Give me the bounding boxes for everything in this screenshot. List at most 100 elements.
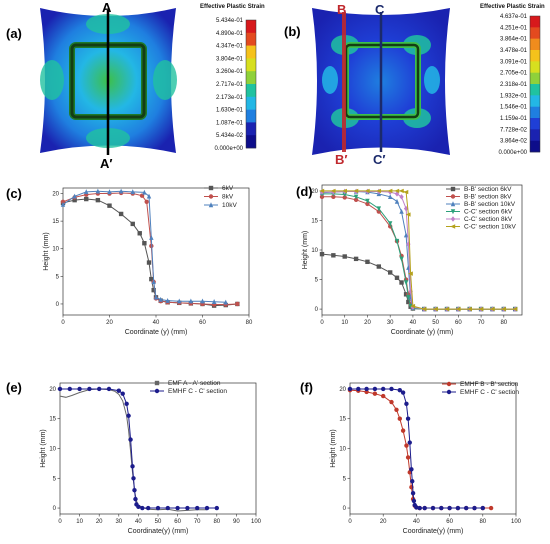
legend-label: B-B' section 10kV <box>464 201 516 208</box>
colorbar-tick-label: 3.864e-01 <box>500 37 528 43</box>
panel-b: (b) B B′ C C′ Effective Plastic Strain 4… <box>284 2 545 167</box>
data-point <box>397 387 402 393</box>
data-point <box>399 208 404 214</box>
legend-label: 10kV <box>222 202 237 209</box>
colorbar-swatch <box>530 95 540 107</box>
data-point <box>235 301 240 307</box>
panel-c-label: (c) <box>6 186 22 201</box>
series-line <box>60 388 217 509</box>
data-point <box>403 232 409 238</box>
colorbar-tick-label: 0.000e+00 <box>498 150 527 156</box>
data-point <box>400 428 406 433</box>
data-point <box>146 505 151 511</box>
y-tick-label: 20 <box>52 192 59 198</box>
data-point <box>208 202 214 208</box>
data-point <box>400 390 406 395</box>
data-point <box>394 275 400 280</box>
data-point <box>154 380 160 386</box>
plot-frame <box>59 382 257 515</box>
x-axis-label: Coordinate(y) (mm) <box>128 528 189 535</box>
colorbar-swatch <box>246 84 256 98</box>
data-point <box>432 306 438 312</box>
legend-label: C-C' section 8kV <box>464 216 513 223</box>
colorbar-b: 4.637e-01 4.251e-01 3.864e-01 3.478e-01 3.09… <box>498 14 541 156</box>
x-tick-label: 70 <box>194 519 201 525</box>
data-point <box>403 280 409 286</box>
data-point <box>364 386 369 392</box>
data-point <box>450 216 456 222</box>
data-point <box>447 505 452 511</box>
data-point <box>450 209 456 215</box>
data-point <box>365 198 370 204</box>
y-tick-label: 0 <box>315 307 319 313</box>
data-point <box>403 292 409 297</box>
colorbar-swatch <box>530 38 540 51</box>
colorbar-swatch <box>530 140 540 153</box>
data-point <box>153 294 159 300</box>
colorbar-tick-label: 2.318e-01 <box>500 82 528 88</box>
colorbar-swatch <box>530 118 540 130</box>
panel-b-section-b-top: B <box>337 2 346 17</box>
y-tick-label: 0 <box>56 302 60 308</box>
legend-label: B-B' section 8kV <box>464 194 512 201</box>
data-point <box>488 505 494 511</box>
data-point <box>342 188 347 194</box>
legend-label: B-B' section 6kV <box>464 186 512 193</box>
data-point <box>472 505 477 511</box>
data-point <box>356 386 361 392</box>
data-point <box>501 306 507 312</box>
y-tick-label: 10 <box>339 447 346 453</box>
colorbar-b-title: Effective Plastic Strain <box>480 4 545 10</box>
data-point <box>410 490 416 496</box>
legend-label: EMHF C - C' section <box>168 388 227 395</box>
colorbar-tick-label: 4.637e-01 <box>500 14 528 20</box>
x-tick-label: 30 <box>387 320 394 326</box>
plot-frame <box>349 382 517 515</box>
data-point <box>512 306 518 312</box>
data-point <box>376 206 382 212</box>
colorbar-tick-label: 3.804e-01 <box>216 56 244 62</box>
data-point <box>97 386 102 392</box>
x-tick-label: 10 <box>76 519 83 525</box>
data-point <box>118 188 124 194</box>
series-line <box>62 190 226 303</box>
y-tick-label: 0 <box>343 506 347 512</box>
data-point <box>142 189 147 195</box>
data-point <box>130 464 135 469</box>
data-point <box>407 440 412 445</box>
data-point <box>387 270 393 275</box>
legend-label: 6kV <box>222 185 234 192</box>
data-point <box>414 505 419 510</box>
data-point <box>118 211 124 217</box>
panel-a: (a) A A′ Effective Plastic Strain 5.434e… <box>6 0 265 171</box>
x-tick-label: 50 <box>432 320 439 326</box>
data-point <box>467 306 472 312</box>
y-axis-label: Height (mm) <box>40 429 47 468</box>
x-tick-label: 100 <box>511 519 522 525</box>
colorbar-swatch <box>530 106 540 119</box>
data-point <box>200 298 205 304</box>
data-point <box>95 197 101 203</box>
data-point <box>421 306 427 312</box>
data-point <box>405 455 411 460</box>
y-tick-label: 5 <box>315 278 319 284</box>
chart-d: 0 10 20 30 40 50 60 70 80 0 5 10 15 20 Coordinate (y) … <box>302 184 523 336</box>
y-tick-label: 10 <box>49 447 56 453</box>
y-tick-label: 15 <box>49 417 56 423</box>
colorbar-tick-label: 2.705e-01 <box>500 71 528 77</box>
series-line <box>349 389 492 509</box>
x-tick-label: 80 <box>479 519 486 525</box>
data-point <box>394 188 400 194</box>
data-point <box>342 192 347 198</box>
data-point <box>410 479 415 484</box>
panel-e-label: (e) <box>6 380 22 395</box>
x-tick-label: 40 <box>153 320 160 326</box>
colorbar-swatch <box>246 109 256 123</box>
x-tick-label: 60 <box>455 320 462 326</box>
panel-b-section-b-bottom: B′ <box>335 152 348 167</box>
x-tick-label: 0 <box>348 519 352 525</box>
data-point <box>149 234 154 240</box>
data-point <box>372 391 378 396</box>
data-point <box>353 194 359 200</box>
colorbar-tick-label: 4.251e-01 <box>500 25 528 31</box>
